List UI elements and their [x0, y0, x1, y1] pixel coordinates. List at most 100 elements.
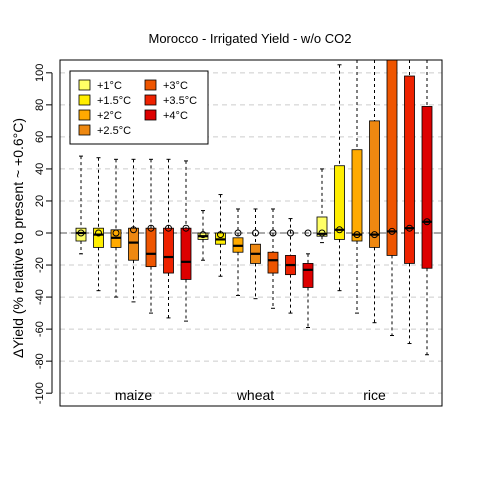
- mean-marker: [388, 227, 396, 235]
- y-tick-label: -100: [34, 382, 46, 404]
- legend-item: +2.5°C: [78, 124, 131, 137]
- y-tick-label: 80: [34, 99, 46, 111]
- y-tick-label: 0: [34, 230, 46, 236]
- box-maize-2: [110, 158, 122, 298]
- box-wheat-0: [197, 210, 209, 261]
- box-plots: [75, 59, 433, 356]
- crop-label-maize: maize: [115, 387, 153, 403]
- box-body: [128, 227, 139, 261]
- box-maize-0: [75, 155, 87, 255]
- y-tick-label: 60: [34, 131, 46, 143]
- legend: +1°C +1.5°C +2°C +2.5°C +3°C +3.5°C +4°C: [69, 70, 209, 145]
- legend-swatch: [78, 94, 91, 106]
- box-body: [334, 165, 345, 240]
- legend-item: +4°C: [144, 109, 188, 122]
- mean-marker: [165, 224, 172, 232]
- box-body: [369, 120, 380, 248]
- box-body: [180, 227, 192, 280]
- box-maize-6: [180, 160, 192, 322]
- crop-label-wheat: wheat: [236, 387, 274, 403]
- y-tick-label: 40: [34, 163, 46, 175]
- crop-label-rice: rice: [363, 387, 386, 403]
- y-tick-label: -60: [34, 321, 46, 337]
- mean-marker: [147, 224, 155, 232]
- box-body: [75, 227, 87, 242]
- legend-swatch: [144, 79, 157, 91]
- box-rice-2: [351, 59, 363, 314]
- mean-marker: [318, 229, 326, 237]
- legend-item: +3°C: [144, 79, 188, 92]
- mean-marker: [406, 224, 413, 232]
- box-body: [386, 59, 398, 256]
- legend-label: +3.5°C: [163, 95, 197, 107]
- y-tick-label: -20: [34, 257, 46, 273]
- y-tick-label: -80: [34, 353, 46, 369]
- mean-marker: [371, 231, 378, 239]
- box-wheat-4: [267, 208, 279, 309]
- mean-marker: [269, 229, 277, 237]
- box-wheat-5: [285, 218, 296, 314]
- crop-labels: maize wheat rice: [115, 387, 386, 403]
- box-rice-6: [421, 59, 433, 356]
- legend-label: +4°C: [163, 110, 188, 122]
- mean-marker: [287, 229, 294, 237]
- mean-marker: [336, 226, 343, 234]
- mean-marker: [217, 231, 224, 239]
- box-body: [404, 75, 415, 264]
- legend-item: +3.5°C: [144, 94, 197, 107]
- chart-title: Morocco - Irrigated Yield - w/o CO2: [148, 31, 351, 46]
- box-body: [93, 227, 104, 248]
- legend-box: [69, 70, 209, 145]
- legend-swatch: [78, 124, 91, 136]
- box-maize-5: [163, 158, 174, 319]
- legend-item: +2°C: [78, 109, 122, 122]
- y-tick-label: 100: [34, 64, 46, 82]
- box-wheat-3: [250, 208, 261, 300]
- legend-label: +1°C: [97, 80, 122, 92]
- box-wheat-1: [215, 194, 226, 277]
- box-wheat-6: [302, 229, 314, 329]
- box-body: [145, 227, 157, 268]
- box-rice-0: [316, 168, 328, 244]
- legend-label: +3°C: [163, 80, 188, 92]
- box-rice-1: [334, 64, 345, 292]
- box-body: [421, 106, 433, 269]
- mean-marker: [423, 218, 431, 226]
- legend-swatch: [144, 94, 157, 106]
- box-body: [302, 263, 314, 288]
- y-axis-label: ΔYield (% relative to present ~ +0.6°C): [10, 118, 26, 358]
- box-maize-1: [93, 157, 104, 292]
- mean-marker: [182, 224, 190, 232]
- mean-marker: [199, 231, 207, 239]
- mean-marker: [130, 226, 137, 234]
- legend-item: +1.5°C: [78, 94, 131, 107]
- mean-marker: [252, 229, 259, 237]
- mean-marker: [304, 229, 312, 237]
- box-rice-5: [404, 59, 415, 345]
- plot-frame: [59, 59, 443, 407]
- mean-marker: [353, 231, 361, 239]
- legend-swatch: [144, 109, 157, 121]
- box-maize-3: [128, 158, 139, 303]
- legend-label: +2.5°C: [97, 125, 131, 137]
- y-axis: -100 -80 -60 -40 -20 0 20 40 60 80 100: [34, 64, 53, 404]
- y-tick-label: -40: [34, 289, 46, 305]
- y-tick-label: 20: [34, 195, 46, 207]
- box-rice-3: [369, 59, 380, 324]
- mean-marker: [112, 229, 120, 237]
- legend-swatch: [78, 79, 91, 91]
- mean-marker: [95, 229, 102, 237]
- legend-item: +1°C: [78, 79, 122, 92]
- mean-marker: [77, 229, 85, 237]
- box-body: [351, 149, 363, 242]
- legend-swatch: [78, 109, 91, 121]
- mean-marker: [234, 229, 242, 237]
- box-maize-4: [145, 158, 157, 314]
- legend-label: +2°C: [97, 110, 122, 122]
- box-wheat-2: [232, 208, 244, 296]
- box-body: [267, 251, 279, 274]
- box-rice-4: [386, 59, 398, 337]
- box-body: [163, 227, 174, 274]
- legend-label: +1.5°C: [97, 95, 131, 107]
